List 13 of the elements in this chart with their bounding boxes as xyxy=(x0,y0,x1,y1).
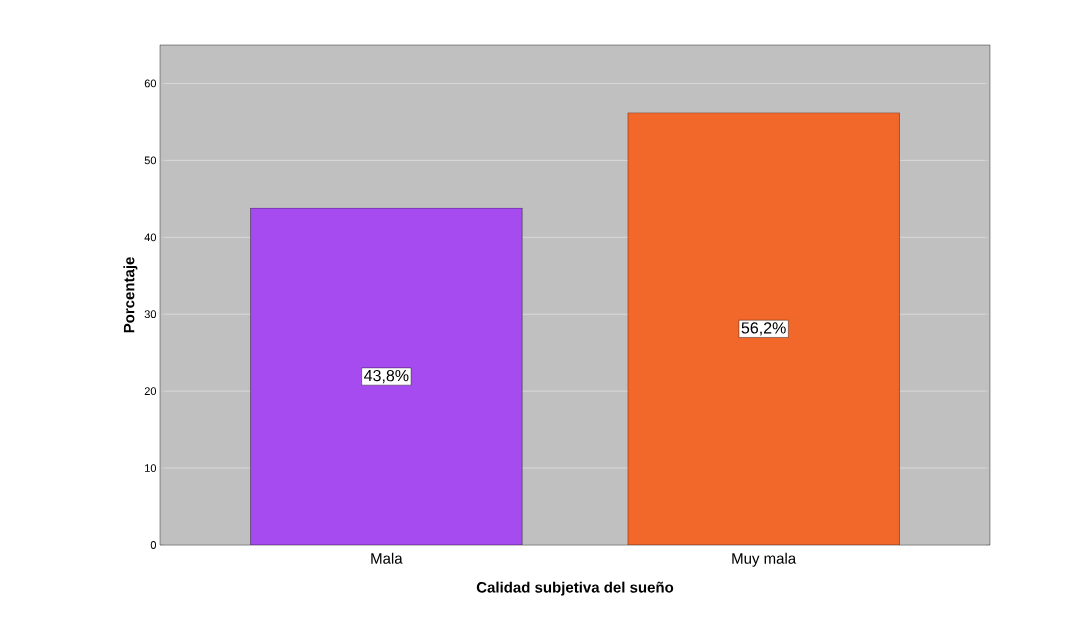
y-axis-title: Porcentaje xyxy=(123,257,138,333)
y-tick-label: 30 xyxy=(144,310,157,319)
y-tick-label: 60 xyxy=(144,79,157,88)
y-tick-label: 50 xyxy=(144,156,157,165)
y-tick-label: 20 xyxy=(144,387,157,396)
y-tick-label: 10 xyxy=(145,464,157,472)
data-label: 56,2% xyxy=(741,322,786,336)
x-tick-label: Mala xyxy=(371,552,403,564)
x-tick-label: Muy mala xyxy=(732,552,797,567)
x-axis-title: Calidad subjetiva del sueño xyxy=(476,581,674,596)
data-label: 43,8% xyxy=(364,369,409,384)
y-tick-label: 0 xyxy=(150,541,157,549)
y-tick-label: 40 xyxy=(144,233,157,242)
